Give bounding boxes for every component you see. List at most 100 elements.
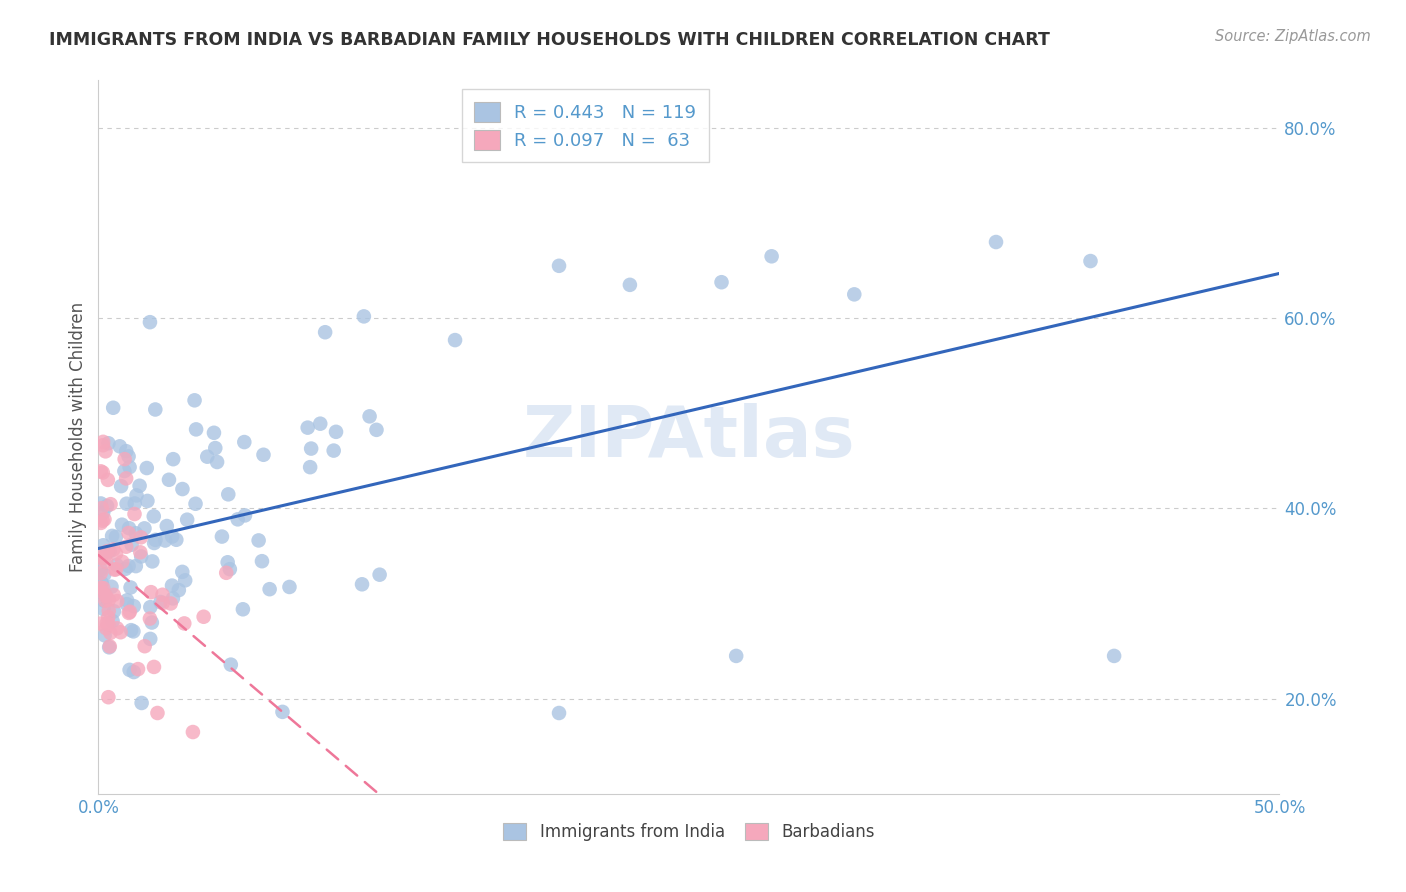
Point [159,597,181,611]
Point [152,596,174,610]
Point [146,706,169,720]
Point [90,551,112,566]
Point [309,417,332,431]
Point [97,690,120,705]
Point [173,616,195,631]
Point [91,438,114,452]
Point [219,657,242,672]
Point [233,508,256,523]
Point [105,594,128,608]
Point [139,632,162,646]
Point [156,519,179,533]
Point [271,705,294,719]
Point [314,325,336,339]
Point [153,533,176,548]
Point [103,401,125,415]
Point [350,577,373,591]
Y-axis label: Family Households with Children: Family Households with Children [69,302,87,572]
Point [129,545,152,559]
Point [725,648,748,663]
Point [232,602,254,616]
Point [160,578,183,592]
Point [139,315,162,329]
Point [93,551,115,566]
Point [167,583,190,598]
Point [174,574,197,588]
Point [128,479,150,493]
Point [90,563,112,577]
Point [105,547,128,561]
Point [233,435,256,450]
Point [94,588,117,602]
Point [91,506,114,520]
Point [93,512,115,526]
Point [204,441,226,455]
Point [93,567,115,582]
Point [90,496,112,510]
Point [118,460,141,475]
Point [90,616,112,631]
Point [90,576,112,591]
Point [122,624,145,639]
Point [141,554,163,568]
Point [115,540,138,554]
Point [118,521,141,535]
Point [193,609,215,624]
Point [127,662,149,676]
Point [215,566,238,580]
Point [1080,254,1102,268]
Point [91,585,114,599]
Point [139,600,162,615]
Point [103,542,125,557]
Point [97,473,120,487]
Point [181,725,204,739]
Point [1102,648,1125,663]
Point [183,393,205,408]
Point [124,507,146,521]
Point [218,562,240,576]
Point [299,460,322,475]
Point [91,546,114,560]
Text: IMMIGRANTS FROM INDIA VS BARBADIAN FAMILY HOUSEHOLDS WITH CHILDREN CORRELATION C: IMMIGRANTS FROM INDIA VS BARBADIAN FAMIL… [49,31,1050,49]
Point [98,640,121,654]
Point [205,455,228,469]
Point [145,533,167,547]
Point [152,588,174,602]
Point [368,567,391,582]
Point [143,536,166,550]
Point [122,599,145,614]
Point [96,499,118,513]
Point [129,530,152,544]
Legend: Immigrants from India, Barbadians: Immigrants from India, Barbadians [495,815,883,850]
Point [844,287,866,301]
Point [202,425,225,440]
Point [136,494,159,508]
Point [91,514,114,528]
Point [94,589,117,603]
Point [103,563,125,577]
Point [134,639,156,653]
Point [226,512,249,526]
Point [118,605,141,619]
Point [162,591,184,606]
Point [90,464,112,478]
Point [139,611,162,625]
Point [710,275,733,289]
Point [97,610,120,624]
Point [115,497,138,511]
Point [252,448,274,462]
Point [172,565,194,579]
Point [142,509,165,524]
Point [115,593,138,607]
Point [135,461,157,475]
Point [96,544,118,558]
Point [250,554,273,568]
Point [548,259,571,273]
Point [548,706,571,720]
Point [93,593,115,607]
Point [94,594,117,608]
Point [211,530,233,544]
Point [90,581,112,595]
Point [111,555,134,569]
Point [91,466,114,480]
